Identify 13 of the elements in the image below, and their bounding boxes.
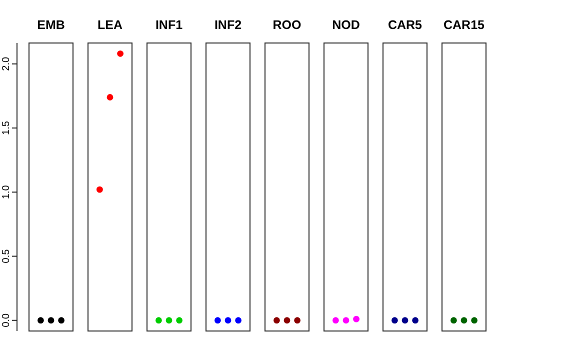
- x-tick-label: EMB: [37, 18, 65, 32]
- x-tick-label: CAR5: [388, 18, 422, 32]
- x-tick-label: LEA: [98, 18, 122, 32]
- x-tick-label: ROO: [272, 18, 302, 32]
- x-tick-label: INF1: [155, 18, 183, 32]
- x-tick-label: CAR15: [444, 18, 485, 32]
- y-tick-label: 1.5: [1, 120, 12, 135]
- x-tick-label: NOD: [332, 18, 360, 32]
- y-tick-label: 0.0: [1, 312, 12, 328]
- y-tick-label: 0.5: [1, 248, 12, 264]
- y-tick-label: 2.0: [1, 56, 12, 71]
- y-tick-label: 1.0: [1, 184, 12, 200]
- x-tick-label: INF2: [214, 18, 242, 32]
